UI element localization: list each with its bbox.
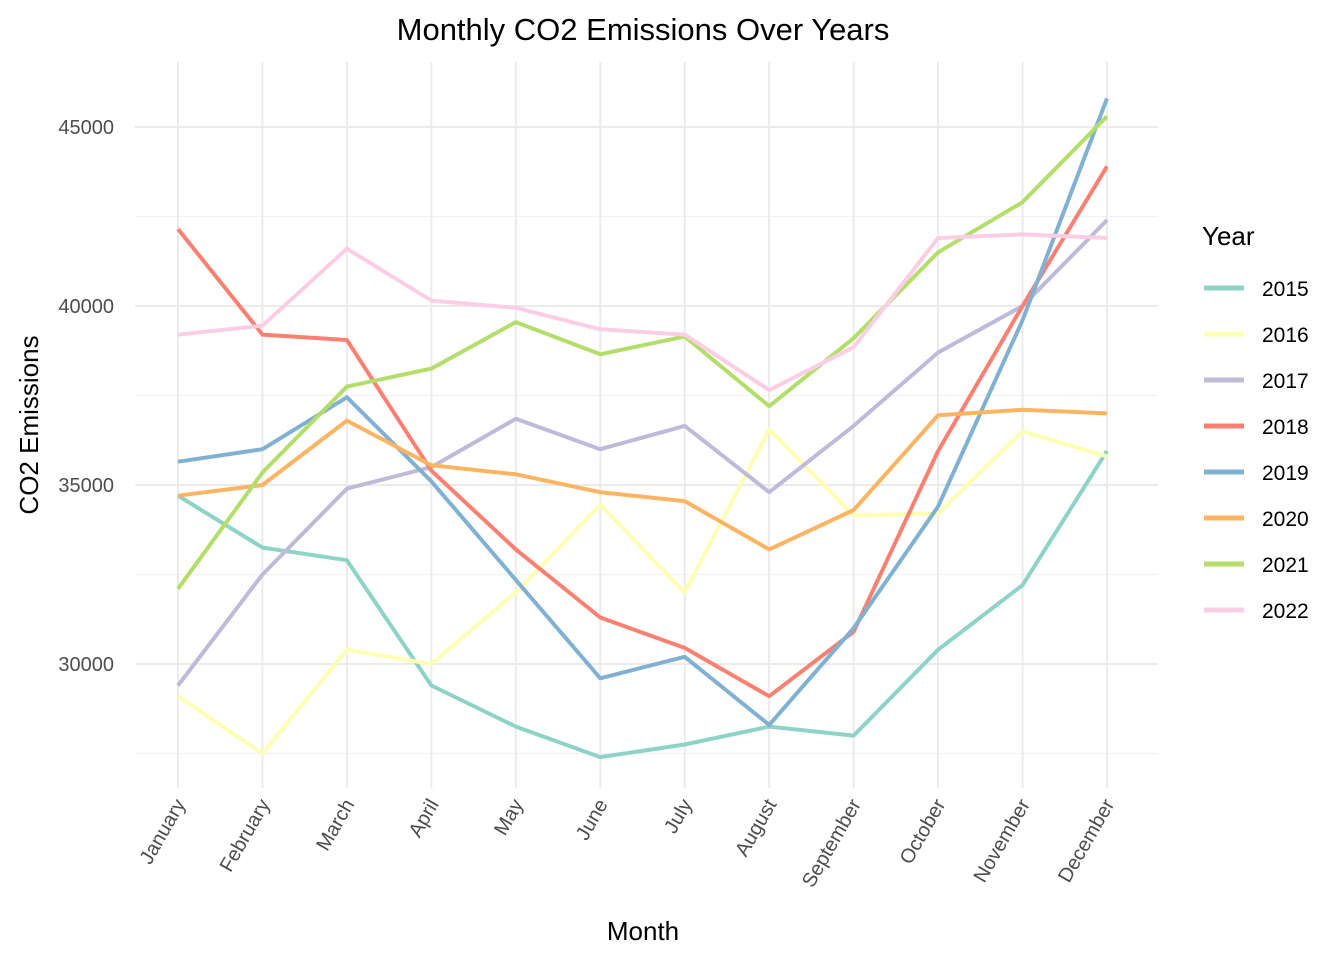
x-tick-label: August (731, 795, 781, 860)
series-line-2021 (176, 114, 1109, 590)
grid (135, 62, 1158, 788)
legend-label-2022: 2022 (1262, 600, 1309, 623)
legend-label-2021: 2021 (1262, 554, 1309, 577)
x-tick-label: December (1054, 795, 1119, 886)
series-line-2022 (177, 232, 1108, 393)
legend-label-2016: 2016 (1262, 324, 1309, 347)
x-tick-label: June (572, 796, 613, 845)
legend: Year 2015 2016 2017 2018 2019 2020 2021 2022 (1202, 221, 1309, 623)
chart-title: Monthly CO2 Emissions Over Years (397, 12, 890, 47)
y-tick-label: 30000 (58, 654, 114, 676)
series-lines (176, 97, 1109, 760)
legend-title: Year (1202, 221, 1255, 251)
y-axis-ticks: 30000 35000 40000 45000 (58, 117, 114, 676)
legend-label-2019: 2019 (1262, 462, 1309, 485)
series-line-2015 (176, 449, 1109, 760)
x-tick-label: November (970, 795, 1035, 886)
legend-label-2018: 2018 (1262, 416, 1309, 439)
x-tick-label: April (405, 796, 444, 842)
x-tick-label: May (490, 796, 528, 840)
y-tick-label: 45000 (58, 117, 114, 139)
series-line-2016 (176, 427, 1108, 756)
x-tick-label: March (312, 796, 359, 855)
x-tick-label: February (216, 796, 275, 876)
series-line-2018 (176, 165, 1109, 699)
x-tick-label: September (798, 795, 866, 891)
legend-label-2020: 2020 (1262, 508, 1309, 531)
y-tick-label: 40000 (58, 296, 114, 318)
x-tick-label: October (896, 795, 951, 868)
y-tick-label: 35000 (58, 475, 114, 497)
x-axis-ticks: January February March April May June July Augu… (136, 795, 1120, 891)
x-tick-label: January (136, 796, 191, 869)
x-tick-label: July (660, 796, 697, 838)
y-axis-title: CO2 Emissions (14, 335, 44, 514)
series-line-2020 (177, 407, 1108, 552)
legend-label-2015: 2015 (1262, 278, 1309, 301)
series-line-2017 (176, 218, 1109, 687)
x-axis-title: Month (607, 916, 679, 946)
legend-label-2017: 2017 (1262, 370, 1309, 393)
series-line-2019 (177, 97, 1109, 727)
